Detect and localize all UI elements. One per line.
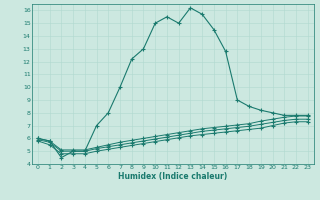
X-axis label: Humidex (Indice chaleur): Humidex (Indice chaleur) (118, 172, 228, 181)
